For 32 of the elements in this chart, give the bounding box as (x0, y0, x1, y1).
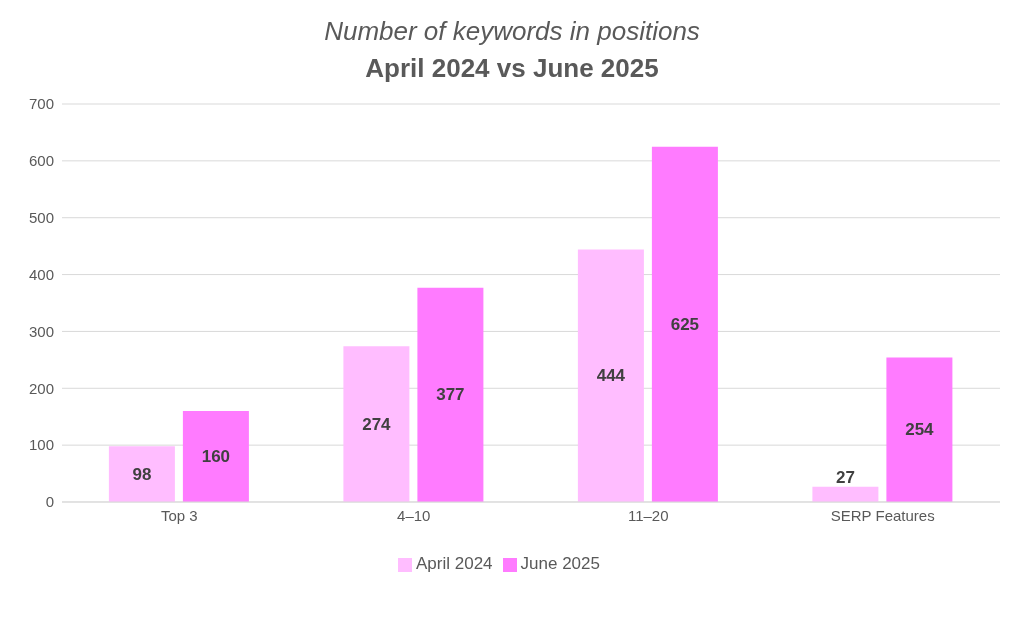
legend-label: June 2025 (520, 554, 600, 573)
data-label: 625 (670, 314, 700, 334)
data-label: 444 (596, 366, 626, 386)
data-label: 274 (362, 414, 392, 434)
data-label: 377 (436, 385, 465, 405)
y-tick-label: 200 (28, 379, 54, 397)
legend-label: April 2024 (416, 554, 493, 573)
y-tick-label: 300 (28, 322, 54, 340)
y-tick-label: 700 (28, 95, 54, 113)
bar (651, 146, 718, 502)
y-tick-label: 400 (28, 265, 54, 283)
data-label: 27 (835, 468, 855, 488)
chart-title: Number of keywords in positions (323, 16, 701, 47)
data-label: 160 (201, 447, 231, 467)
x-tick-label: SERP Features (830, 506, 935, 524)
data-label: 254 (905, 420, 935, 440)
y-tick-label: 600 (28, 152, 54, 170)
y-tick-label: 100 (28, 436, 54, 454)
bar (343, 346, 410, 502)
bar (812, 486, 879, 502)
x-tick-label: 4–10 (397, 506, 431, 524)
chart-subtitle: April 2024 vs June 2025 (364, 53, 660, 84)
x-tick-label: 11–20 (627, 506, 669, 524)
y-tick-label: 500 (28, 209, 54, 227)
bar (417, 287, 484, 502)
x-tick-label: Top 3 (160, 506, 198, 524)
bar (108, 446, 175, 502)
data-label: 98 (132, 464, 152, 484)
bar (182, 411, 249, 502)
y-tick-label: 0 (45, 493, 54, 511)
bar (577, 249, 644, 502)
bar (886, 357, 953, 502)
